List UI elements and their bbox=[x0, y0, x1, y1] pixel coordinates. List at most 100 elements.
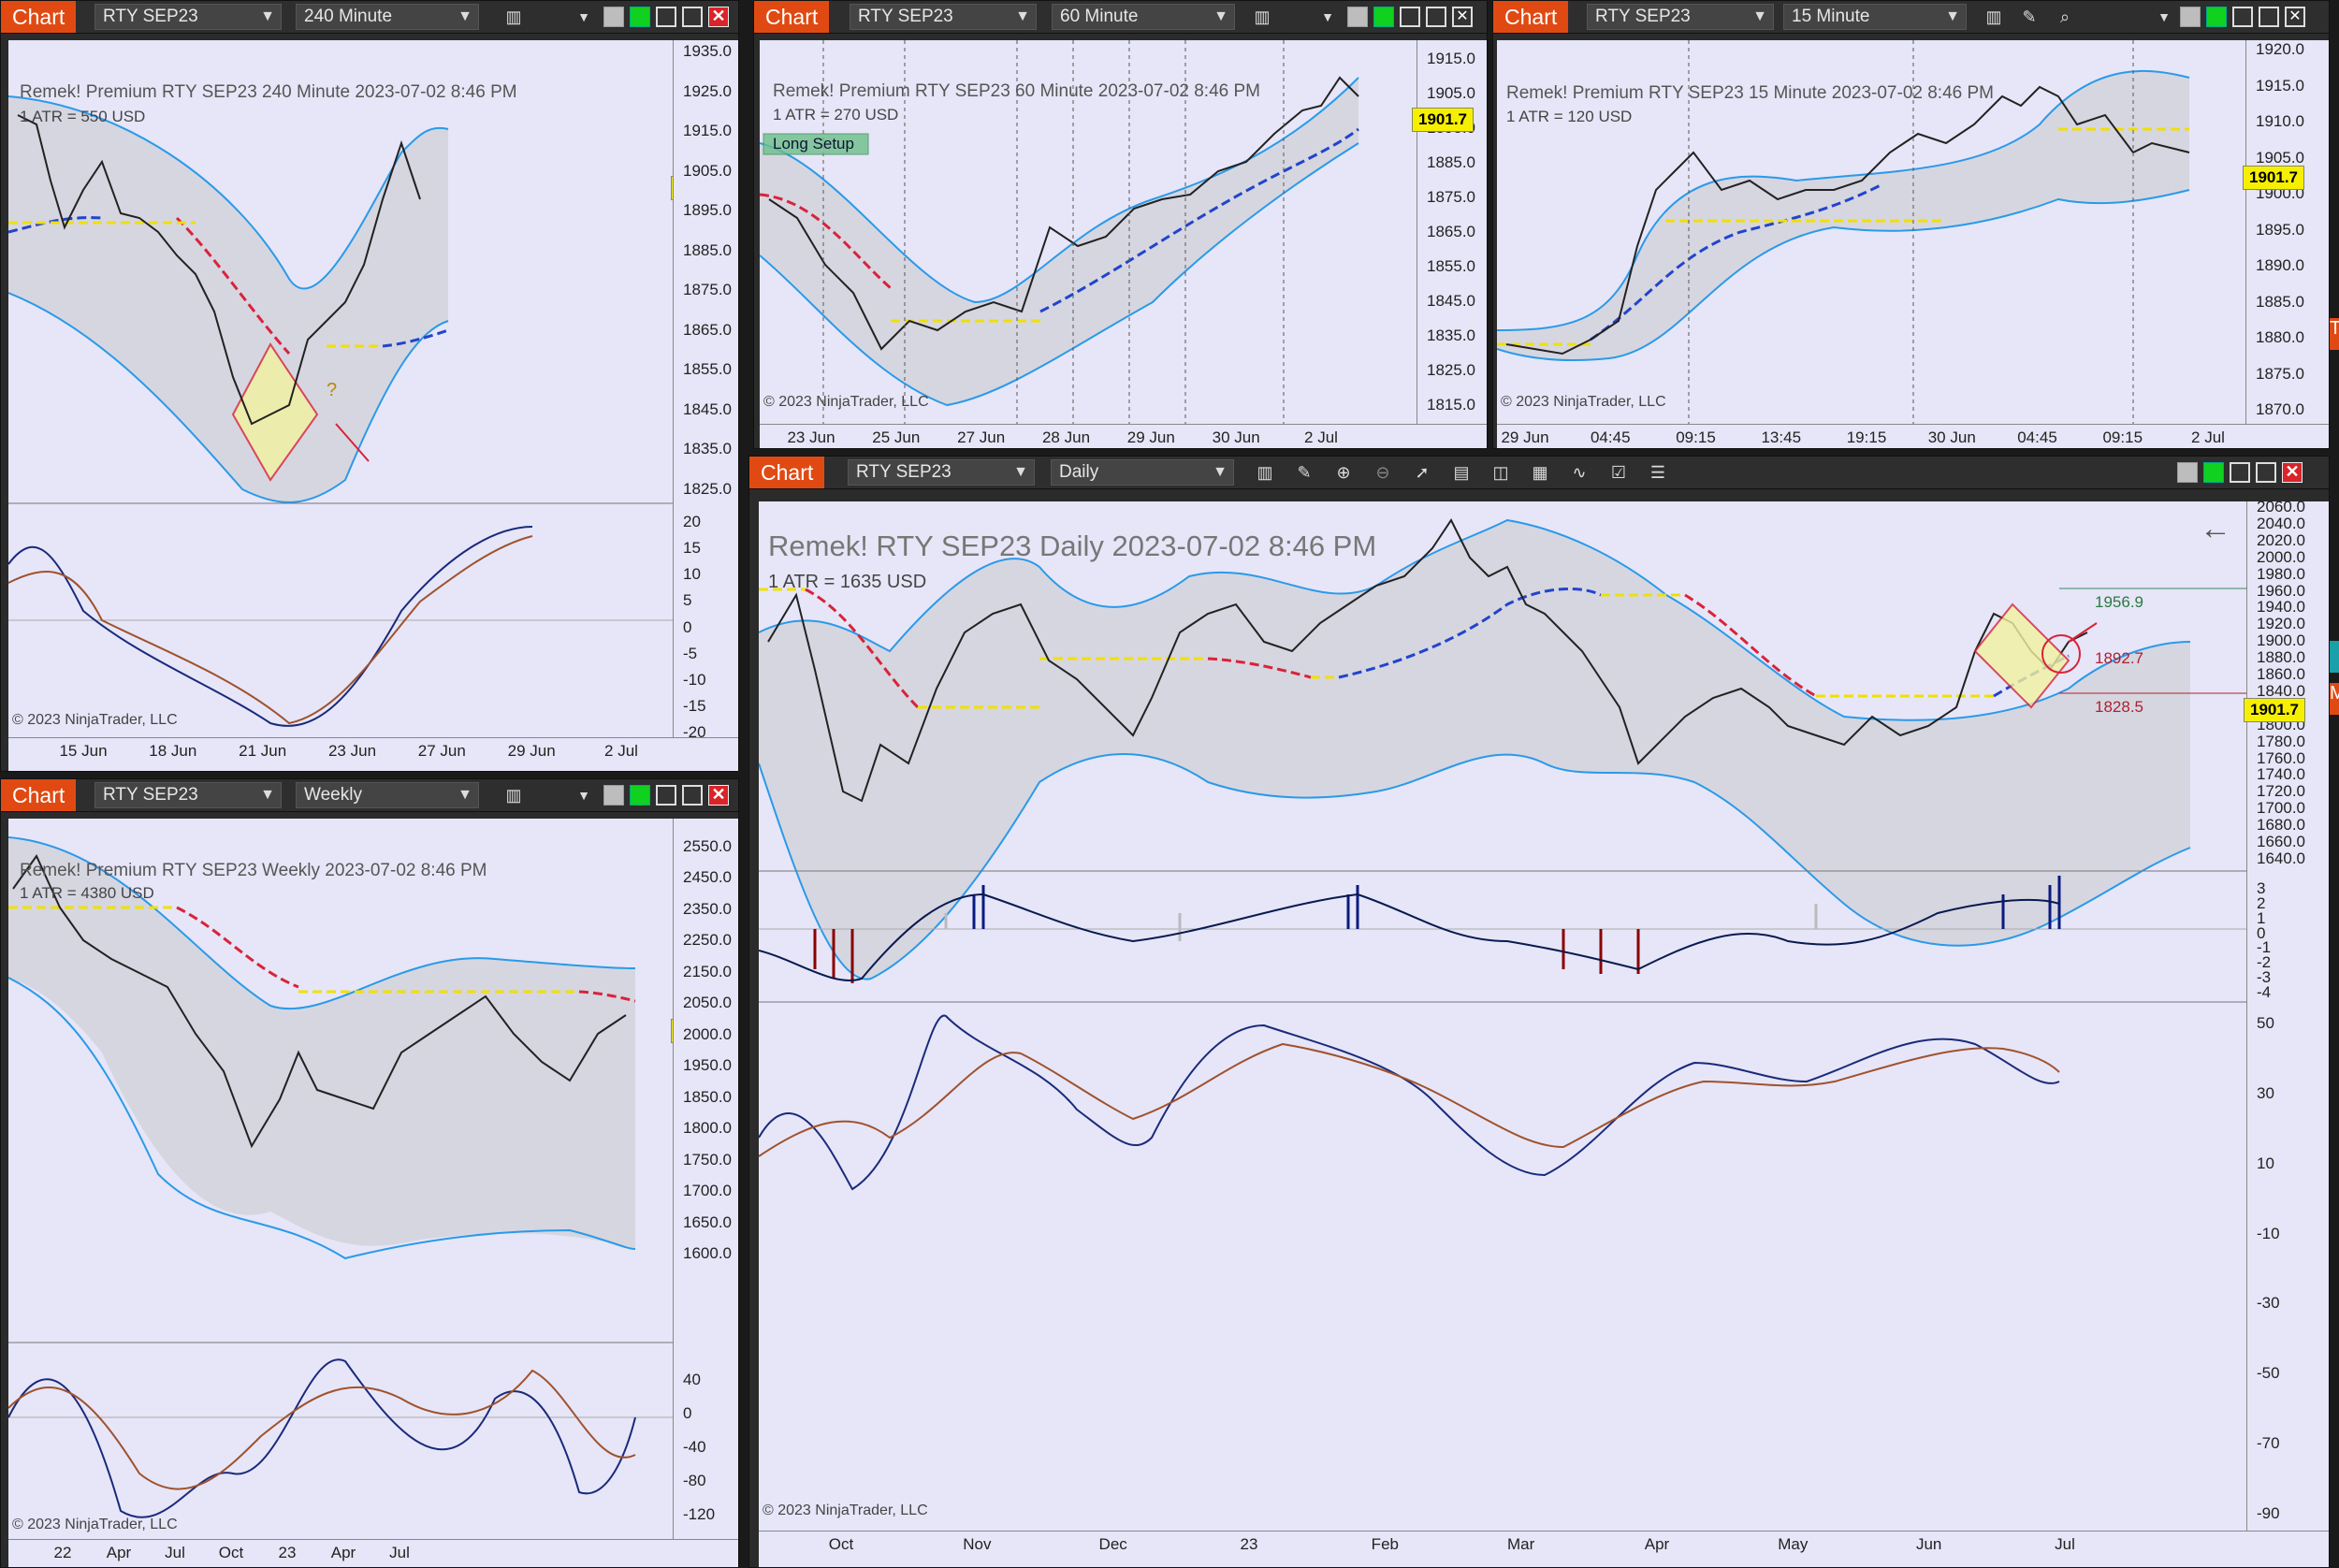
window-color-button[interactable] bbox=[1373, 7, 1394, 27]
pointer-icon[interactable]: ➚ bbox=[1415, 463, 1430, 482]
interval-selector[interactable]: Daily ▼ bbox=[1051, 459, 1234, 486]
price-panel[interactable]: ? Remek! Premium RTY SEP23 240 Minute 20… bbox=[8, 40, 733, 737]
minimize-button[interactable] bbox=[1400, 7, 1420, 27]
chart-trader-icon[interactable]: ☰ bbox=[1649, 463, 1666, 482]
maximize-button[interactable] bbox=[1426, 7, 1446, 27]
chevron-down-icon: ▼ bbox=[458, 8, 472, 24]
axis-tick-label: 1680.0 bbox=[2257, 816, 2305, 835]
window-link-button[interactable] bbox=[603, 7, 624, 27]
price-panel[interactable]: Remek! Premium RTY SEP23 60 Minute 2023-… bbox=[760, 40, 1416, 424]
price-axis[interactable]: 2550.0 2450.0 2350.0 2250.0 2150.0 2050.0 2000… bbox=[673, 819, 738, 1557]
instrument-selector[interactable]: RTY SEP23 ▼ bbox=[94, 4, 282, 30]
minimize-button[interactable] bbox=[656, 7, 676, 27]
chevron-down-icon[interactable]: ▼ bbox=[577, 9, 590, 24]
axis-tick-label: 1935.0 bbox=[683, 42, 732, 60]
chart-menu-tab[interactable]: Chart bbox=[754, 1, 830, 33]
window-color-button[interactable] bbox=[2206, 7, 2227, 27]
chart-menu-tab[interactable]: Chart bbox=[1493, 1, 1569, 33]
drawing-tool-icon[interactable]: ✎ bbox=[1297, 463, 1312, 482]
close-button[interactable]: ✕ bbox=[2285, 7, 2305, 27]
axis-tick-label: 1905.0 bbox=[683, 161, 732, 180]
bar-type-icon[interactable]: ▥ bbox=[1985, 7, 2002, 26]
maximize-button[interactable] bbox=[2259, 7, 2279, 27]
price-panel[interactable]: Remek! RTY SEP23 Daily 2023-07-02 8:46 P… bbox=[759, 501, 2246, 1531]
axis-tick-label: 1815.0 bbox=[1427, 396, 1475, 414]
time-axis[interactable]: 23 Jun 25 Jun 27 Jun 28 Jun 29 Jun 30 Jun 2 Ju… bbox=[760, 424, 1487, 448]
window-link-button[interactable] bbox=[2177, 462, 2198, 483]
close-button[interactable]: ✕ bbox=[2282, 462, 2303, 483]
close-button[interactable]: ✕ bbox=[708, 785, 729, 806]
axis-tick-label: 1850.0 bbox=[683, 1087, 732, 1106]
edge-window-m[interactable]: M bbox=[2330, 683, 2339, 715]
price-axis[interactable]: 1935.0 1925.0 1915.0 1905.0 1895.0 1885.0 1875… bbox=[673, 40, 738, 741]
instrument-selector[interactable]: RTY SEP23 ▼ bbox=[94, 782, 282, 808]
time-axis[interactable]: Oct Nov Dec 23 Feb Mar Apr May Jun Jul bbox=[759, 1531, 2329, 1567]
price-axis[interactable]: 1915.01905.01895.01885.01875.01865.01855… bbox=[1412, 40, 1487, 424]
price-chart-svg bbox=[1497, 40, 2190, 424]
axis-tick-label: 1600.0 bbox=[683, 1244, 732, 1262]
time-tick-label: 23 bbox=[278, 1544, 297, 1561]
window-link-button[interactable] bbox=[2180, 7, 2201, 27]
instrument-selector[interactable]: RTY SEP23 ▼ bbox=[1587, 4, 1774, 30]
axis-tick-label: 2050.0 bbox=[683, 994, 732, 1012]
time-axis[interactable]: 15 Jun 18 Jun 21 Jun 23 Jun 27 Jun 29 Jun 2 Ju… bbox=[8, 737, 738, 771]
chart-title: Remek! Premium RTY SEP23 15 Minute 2023-… bbox=[1506, 83, 1994, 103]
interval-selector[interactable]: Weekly ▼ bbox=[296, 782, 479, 808]
drawing-tool-icon[interactable]: ✎ bbox=[2022, 7, 2037, 26]
chevron-down-icon[interactable]: ▼ bbox=[577, 788, 590, 803]
bar-type-icon[interactable]: ▥ bbox=[1257, 463, 1273, 482]
zoom-icon[interactable]: ⌕ bbox=[2059, 7, 2070, 26]
data-box-icon[interactable]: ◫ bbox=[1492, 463, 1509, 482]
interval-selector[interactable]: 15 Minute ▼ bbox=[1783, 4, 1967, 30]
minimize-button[interactable] bbox=[656, 785, 676, 806]
chart-menu-tab[interactable]: Chart bbox=[1, 1, 77, 33]
minimize-button[interactable] bbox=[2230, 462, 2250, 483]
axis-tick-label: 2060.0 bbox=[2257, 498, 2305, 515]
strategies-icon[interactable]: ∿ bbox=[1572, 463, 1587, 482]
price-axis[interactable]: 2060.0 2040.0 2020.0 2000.0 1980.0 1960.0 1940… bbox=[2244, 498, 2329, 1531]
chart-menu-tab[interactable]: Chart bbox=[1, 779, 77, 811]
price-panel[interactable]: Remek! Premium RTY SEP23 15 Minute 2023-… bbox=[1497, 40, 2245, 424]
minimize-button[interactable] bbox=[2232, 7, 2253, 27]
price-axis[interactable]: 1920.0 1915.0 1910.0 1905.0 1900.0 1895.0 1890… bbox=[2243, 40, 2329, 424]
time-tick-label: 30 Jun bbox=[1212, 428, 1260, 446]
interval-selector[interactable]: 60 Minute ▼ bbox=[1052, 4, 1235, 30]
zoom-out-icon[interactable]: ⊖ bbox=[1375, 463, 1390, 482]
edge-window-t[interactable]: T bbox=[2330, 318, 2339, 350]
zoom-in-icon[interactable]: ⊕ bbox=[1336, 463, 1351, 482]
chart-menu-tab[interactable]: Chart bbox=[749, 457, 825, 488]
bar-type-icon[interactable]: ▥ bbox=[505, 786, 522, 805]
edge-t-label: T bbox=[2330, 318, 2339, 339]
templates-icon[interactable]: ☑ bbox=[1610, 463, 1627, 482]
time-axis[interactable]: 22 Apr Jul Oct 23 Apr Jul bbox=[8, 1539, 738, 1567]
instrument-selector[interactable]: RTY SEP23 ▼ bbox=[850, 4, 1037, 30]
close-button[interactable]: ✕ bbox=[708, 7, 729, 27]
chart-window-60min: Chart RTY SEP23 ▼ 60 Minute ▼ ▥ ▼ ✕ Remek!… bbox=[753, 0, 1488, 449]
time-axis[interactable]: 29 Jun 04:45 09:15 13:45 19:15 30 Jun 04:45 09:… bbox=[1497, 424, 2329, 448]
window-link-button[interactable] bbox=[1347, 7, 1368, 27]
maximize-button[interactable] bbox=[682, 7, 703, 27]
axis-tick-label: 2 bbox=[2257, 893, 2266, 912]
copyright-text: © 2023 NinjaTrader, LLC bbox=[763, 1503, 928, 1518]
close-button[interactable]: ✕ bbox=[1452, 7, 1473, 27]
axis-tick-label: 50 bbox=[2257, 1014, 2274, 1032]
trend-line-red bbox=[578, 990, 636, 1003]
indicators-icon[interactable]: ▦ bbox=[1532, 463, 1548, 482]
window-color-button[interactable] bbox=[630, 785, 650, 806]
maximize-button[interactable] bbox=[2256, 462, 2276, 483]
window-color-button[interactable] bbox=[630, 7, 650, 27]
window-link-button[interactable] bbox=[603, 785, 624, 806]
back-arrow-icon[interactable]: ← bbox=[2200, 511, 2231, 546]
bar-type-icon[interactable]: ▥ bbox=[505, 7, 522, 26]
window-color-button[interactable] bbox=[2203, 462, 2224, 483]
price-panel[interactable]: Remek! Premium RTY SEP23 Weekly 2023-07-… bbox=[8, 819, 733, 1539]
maximize-button[interactable] bbox=[682, 785, 703, 806]
trend-line-blue bbox=[1590, 183, 1881, 341]
chevron-down-icon[interactable]: ▼ bbox=[2157, 9, 2171, 24]
interval-selector[interactable]: 240 Minute ▼ bbox=[296, 4, 479, 30]
instrument-selector[interactable]: RTY SEP23 ▼ bbox=[848, 459, 1035, 486]
time-tick-label: 09:15 bbox=[2102, 428, 2143, 446]
bar-type-icon[interactable]: ▥ bbox=[1254, 7, 1271, 26]
properties-icon[interactable]: ▤ bbox=[1453, 463, 1470, 482]
chevron-down-icon[interactable]: ▼ bbox=[1321, 9, 1334, 24]
